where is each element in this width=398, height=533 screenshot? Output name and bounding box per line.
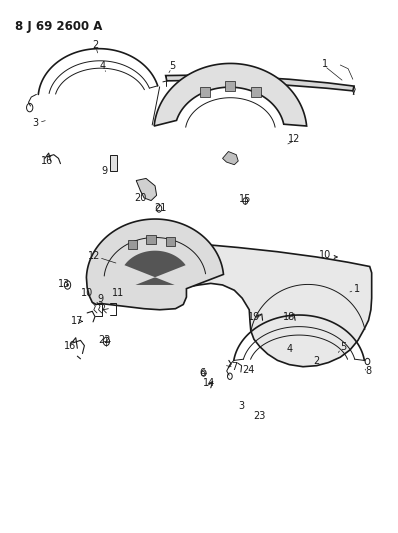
Text: 23: 23	[254, 411, 266, 421]
Text: 4: 4	[100, 61, 106, 71]
Text: 3: 3	[238, 401, 244, 411]
Text: 15: 15	[239, 194, 252, 204]
Text: 5: 5	[169, 61, 176, 71]
Text: 5: 5	[340, 342, 346, 352]
Text: 13: 13	[57, 279, 70, 289]
Text: 8: 8	[366, 366, 372, 376]
Polygon shape	[154, 63, 306, 126]
Polygon shape	[200, 87, 210, 98]
Text: 14: 14	[203, 378, 215, 388]
Polygon shape	[146, 235, 156, 244]
Polygon shape	[225, 81, 236, 91]
Polygon shape	[222, 151, 238, 165]
Circle shape	[66, 284, 69, 287]
Text: 19: 19	[248, 312, 260, 322]
Text: 1: 1	[354, 284, 360, 294]
Text: 3: 3	[32, 117, 38, 127]
Text: 2: 2	[314, 357, 320, 367]
Text: 12: 12	[288, 134, 300, 144]
Text: 22: 22	[98, 335, 110, 345]
Text: 10: 10	[318, 250, 331, 260]
Text: 4: 4	[286, 344, 292, 354]
Text: 8 J 69 2600 A: 8 J 69 2600 A	[15, 20, 102, 33]
Polygon shape	[251, 87, 261, 98]
Polygon shape	[86, 219, 223, 310]
Text: 12: 12	[88, 251, 100, 261]
Text: 10: 10	[81, 288, 93, 298]
Polygon shape	[166, 75, 354, 91]
Polygon shape	[136, 241, 372, 367]
Text: 20: 20	[135, 193, 147, 203]
Polygon shape	[128, 240, 137, 249]
Text: 21: 21	[154, 204, 167, 214]
Text: 9: 9	[97, 294, 103, 304]
Text: 11: 11	[112, 288, 125, 298]
Text: 7: 7	[231, 362, 238, 372]
Text: 6: 6	[200, 368, 206, 377]
Text: 17: 17	[71, 316, 84, 326]
Text: 9: 9	[101, 166, 107, 175]
Text: 16: 16	[64, 341, 76, 351]
Text: 16: 16	[41, 156, 53, 166]
Text: 24: 24	[242, 365, 254, 375]
Text: 18: 18	[283, 312, 295, 322]
Polygon shape	[109, 155, 117, 171]
Text: 1: 1	[322, 59, 328, 69]
Text: 2: 2	[93, 40, 99, 50]
Polygon shape	[125, 251, 185, 285]
Polygon shape	[136, 179, 157, 200]
Polygon shape	[166, 237, 175, 246]
